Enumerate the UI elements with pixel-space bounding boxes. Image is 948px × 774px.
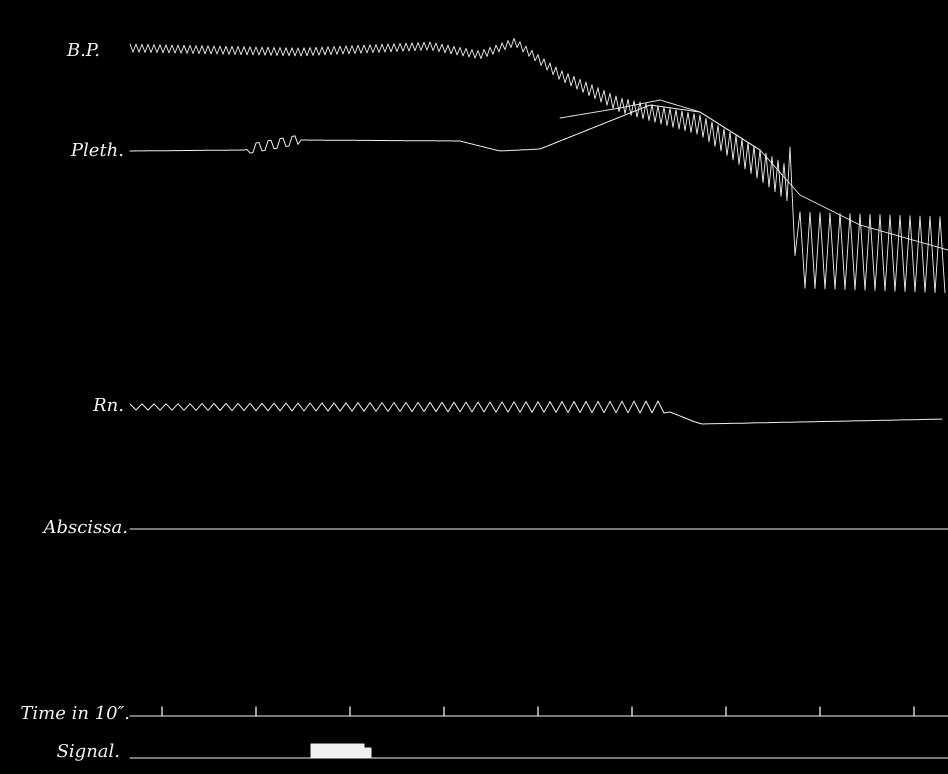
signal-label: Signal. [56,741,120,762]
abscissa-label: Abscissa. [43,517,128,538]
bp-trace [129,37,946,294]
bp-label: B.P. [66,40,100,61]
bp-envelope [559,99,948,251]
rn-trace [129,400,943,425]
time-label: Time in 10″. [20,703,130,724]
signal-mark [310,743,372,759]
rn-label: Rn. [93,395,124,416]
pleth-label: Pleth. [70,140,124,161]
pleth-trace [129,104,761,154]
